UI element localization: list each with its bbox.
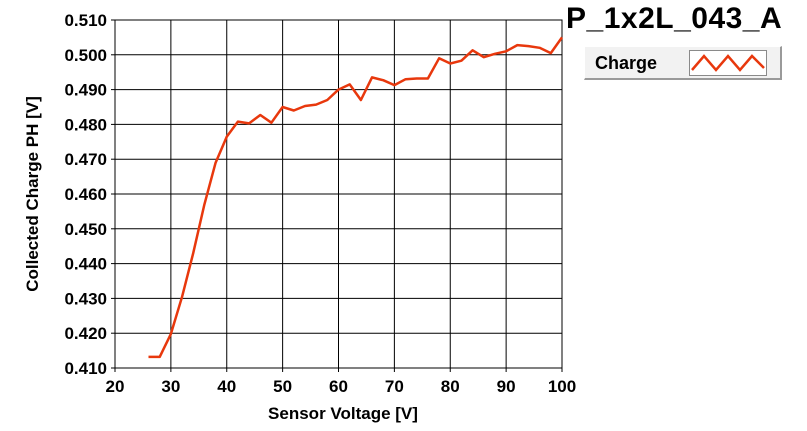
y-tick-label: 0.420 xyxy=(64,324,107,343)
y-axis-label: Collected Charge PH [V] xyxy=(23,96,42,292)
x-tick-label: 90 xyxy=(497,377,516,396)
y-axis-ticks: 0.510 0.500 0.490 0.480 0.470 0.460 0.450 0.440… xyxy=(64,11,115,378)
series-layer xyxy=(148,36,564,359)
x-tick-label: 20 xyxy=(106,377,125,396)
y-tick-label: 0.450 xyxy=(64,220,107,239)
x-tick-label: 30 xyxy=(161,377,180,396)
y-tick-label: 0.500 xyxy=(64,46,107,65)
x-tick-label: 80 xyxy=(441,377,460,396)
y-tick-label: 0.440 xyxy=(64,255,107,274)
x-tick-label: 40 xyxy=(217,377,236,396)
legend-swatch[interactable] xyxy=(689,50,767,76)
y-tick-label: 0.480 xyxy=(64,115,107,134)
y-tick-label: 0.470 xyxy=(64,150,107,169)
x-axis-ticks: 20 30 40 50 60 70 80 90 100 xyxy=(106,368,576,396)
x-tick-label: 70 xyxy=(385,377,404,396)
y-tick-label: 0.510 xyxy=(64,11,107,30)
y-tick-label: 0.460 xyxy=(64,185,107,204)
y-tick-label: 0.490 xyxy=(64,81,107,100)
graph-title: P_1x2L_043_A xyxy=(566,2,783,35)
series-line-charge xyxy=(148,36,564,359)
legend-label-charge: Charge xyxy=(595,53,658,73)
x-tick-label: 100 xyxy=(548,377,576,396)
x-tick-label: 60 xyxy=(329,377,348,396)
x-tick-label: 50 xyxy=(273,377,292,396)
y-tick-label: 0.410 xyxy=(64,359,107,378)
zigzag-line-icon xyxy=(691,54,765,72)
y-tick-label: 0.430 xyxy=(64,289,107,308)
plot-legend[interactable]: Charge xyxy=(584,46,782,80)
x-axis-label: Sensor Voltage [V] xyxy=(268,404,418,423)
